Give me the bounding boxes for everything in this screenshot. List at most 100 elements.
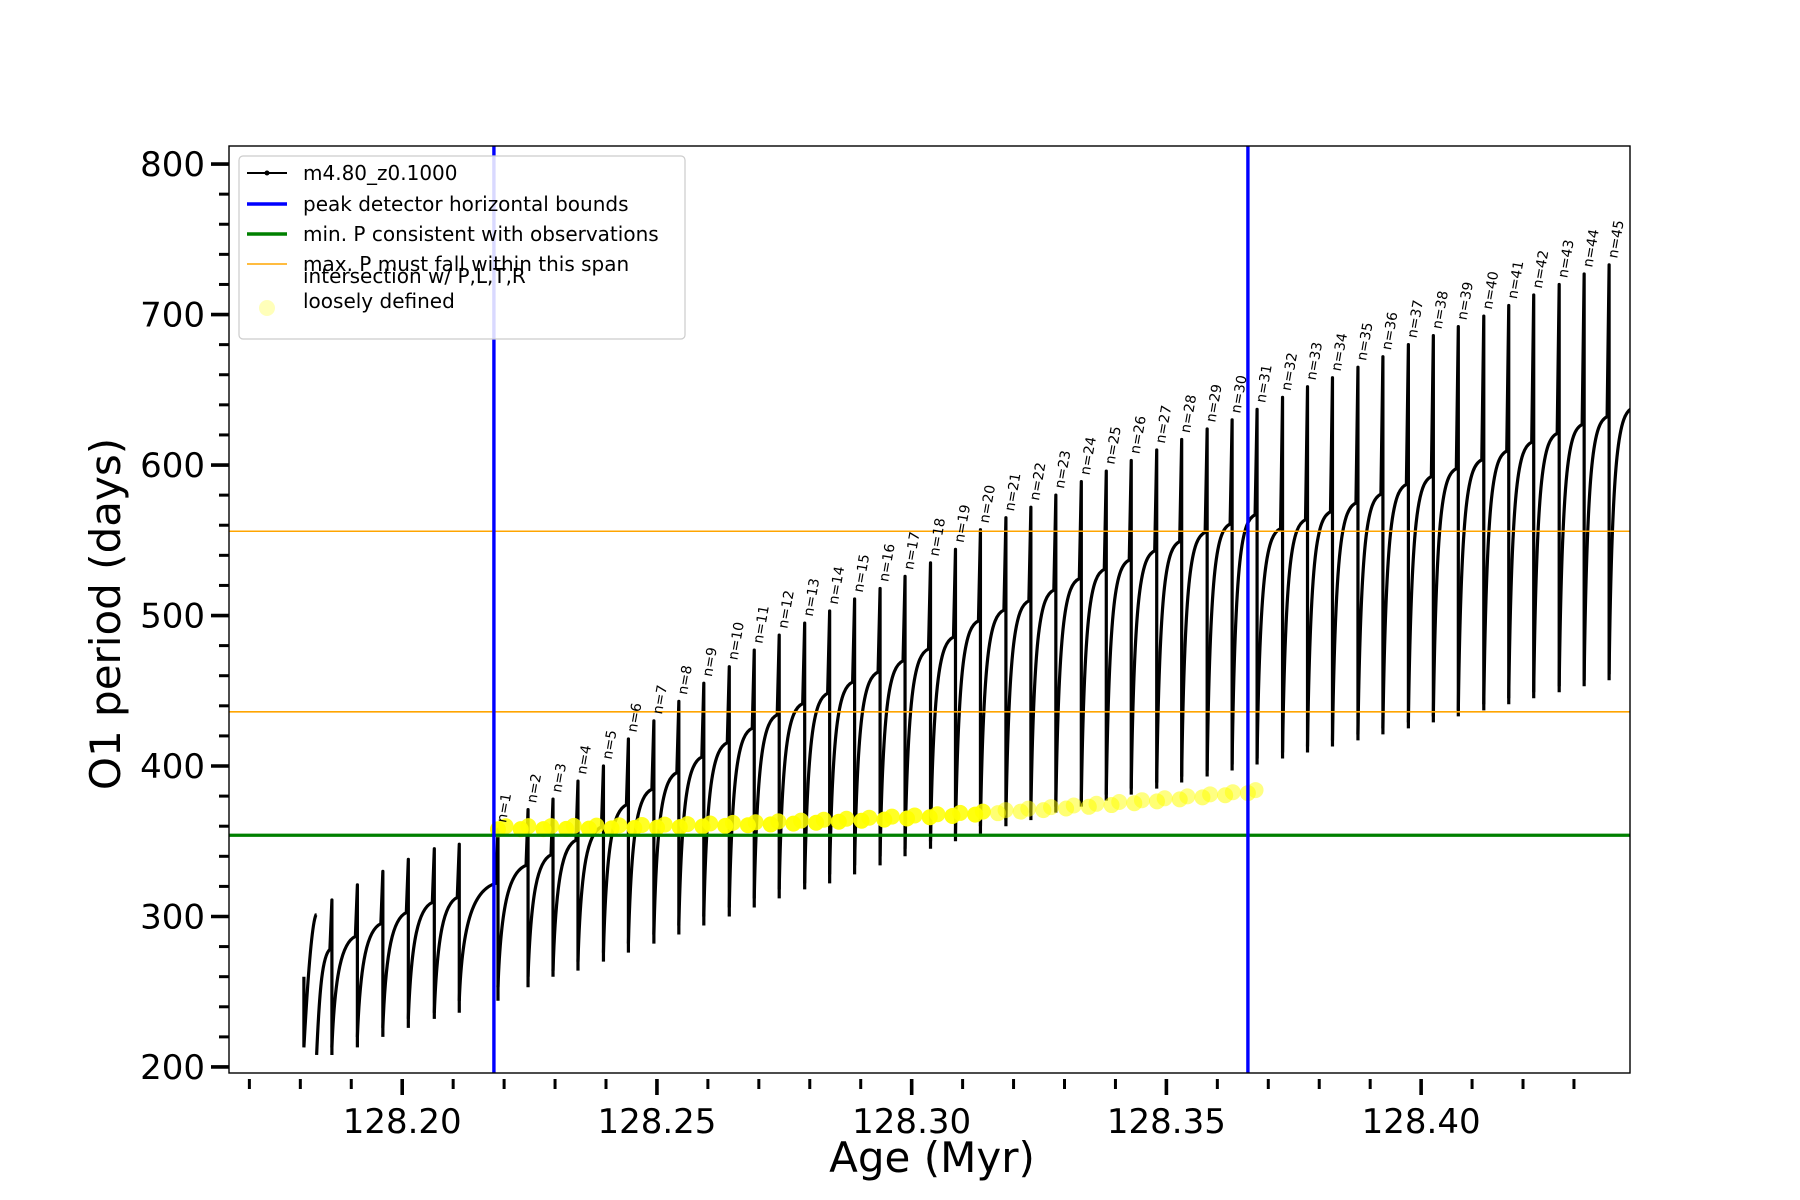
peak-annotation: n=17 — [901, 530, 923, 571]
intersection-marker — [1149, 793, 1166, 810]
y-tick-label: 700 — [140, 296, 205, 336]
y-tick-label: 300 — [140, 897, 205, 937]
intersection-marker — [1126, 795, 1143, 812]
peak-annotation: n=23 — [1052, 449, 1074, 490]
series-segment — [1155, 437, 1184, 783]
series-segment — [526, 797, 555, 977]
series-segment — [1582, 263, 1611, 681]
peak-annotation: n=45 — [1605, 219, 1627, 260]
peak-annotation: n=31 — [1253, 363, 1275, 404]
peak-annotation: n=7 — [650, 684, 671, 716]
intersection-marker — [815, 811, 832, 828]
series-segment — [457, 827, 500, 1001]
peak-annotation: n=8 — [675, 664, 696, 696]
intersection-marker — [543, 818, 560, 835]
series-segment — [1482, 303, 1511, 705]
intersection-marker — [1171, 791, 1188, 808]
intersection-marker — [906, 807, 923, 824]
intersection-marker — [702, 815, 719, 832]
intersection-marker — [1020, 800, 1037, 817]
peak-annotation: n=30 — [1228, 374, 1250, 415]
series-segment — [1104, 458, 1133, 795]
x-tick-label: 128.35 — [1107, 1102, 1226, 1142]
legend-label: peak detector horizontal bounds — [303, 192, 629, 216]
series-segment — [302, 913, 318, 1048]
series-segment — [702, 665, 731, 917]
series-segment — [853, 586, 882, 866]
series-segment — [903, 561, 933, 849]
series-segment — [626, 719, 656, 944]
y-tick-label: 600 — [140, 446, 205, 486]
y-tick-label: 800 — [140, 145, 205, 185]
intersection-marker — [1012, 803, 1029, 820]
peak-annotation: n=18 — [927, 517, 949, 558]
series-segment — [1381, 343, 1410, 729]
series-segment — [727, 648, 756, 908]
series-segment — [1532, 282, 1561, 693]
series-segment — [1029, 493, 1058, 813]
series-segment — [1456, 314, 1486, 711]
intersection-marker — [989, 805, 1006, 822]
axes: 200 300 400 500 600 700 800 128.20 128.25 128.30 1… — [140, 145, 1631, 1142]
series-segment — [1330, 365, 1360, 741]
peak-annotation: n=44 — [1580, 228, 1602, 269]
intersection-marker — [565, 817, 582, 834]
series-segment — [1280, 385, 1310, 753]
legend-swatch-marker — [264, 170, 270, 176]
intersection-marker — [656, 816, 673, 833]
intersection-marker — [1088, 795, 1105, 812]
peak-annotation: n=38 — [1430, 290, 1452, 331]
peak-annotation: n=12 — [775, 589, 797, 630]
intersection-marker — [611, 817, 628, 834]
intersection-marker — [633, 817, 650, 834]
series-segment — [1004, 505, 1033, 821]
legend-label: loosely defined — [303, 289, 455, 313]
x-tick-label: 128.30 — [852, 1102, 971, 1142]
x-tick-label: 128.40 — [1362, 1102, 1481, 1142]
peak-annotation: n=29 — [1203, 383, 1225, 424]
peak-annotation: n=21 — [1002, 472, 1024, 513]
series-segment — [496, 808, 530, 988]
series-segment — [1305, 376, 1335, 747]
x-tick-label: 128.20 — [343, 1102, 462, 1142]
intersection-marker — [1247, 782, 1264, 799]
peak-annotation: n=5 — [600, 729, 621, 761]
peak-annotation: n=41 — [1505, 260, 1527, 301]
series-segment — [355, 869, 385, 1037]
series-segment — [315, 898, 334, 1056]
series-segment — [406, 847, 436, 1019]
series-segment — [1507, 293, 1536, 699]
legend-box — [238, 155, 686, 340]
legend-swatch — [259, 300, 275, 316]
series-segment — [432, 842, 461, 1013]
series-segment — [1054, 479, 1083, 807]
y-tick-label: 500 — [140, 597, 205, 637]
intersection-marker — [974, 803, 991, 820]
peak-annotation: n=16 — [876, 542, 898, 583]
y-tick-label: 400 — [140, 747, 205, 787]
intersection-marker — [929, 806, 946, 823]
peak-annotation: n=3 — [549, 762, 570, 794]
peak-annotation: n=25 — [1102, 425, 1124, 466]
series-segment — [978, 516, 1008, 827]
intersection-marker — [861, 809, 878, 826]
legend-label: m4.80_z0.1000 — [303, 161, 458, 185]
peak-annotation: n=24 — [1077, 436, 1099, 477]
peak-annotation: n=10 — [725, 621, 747, 662]
intersection-marker — [1179, 788, 1196, 805]
intersection-marker — [1111, 794, 1128, 811]
peak-annotation: n=2 — [524, 772, 545, 804]
intersection-marker — [497, 818, 514, 835]
series-segment — [1356, 355, 1385, 735]
series-segment — [1230, 407, 1259, 765]
intersection-marker — [520, 818, 537, 835]
intersection-marker — [1133, 792, 1150, 809]
intersection-marker — [1080, 798, 1097, 815]
peak-annotation: n=32 — [1279, 351, 1301, 392]
intersection-marker — [1035, 802, 1052, 819]
peak-annotation: n=6 — [625, 702, 646, 734]
series-segment — [1431, 324, 1460, 717]
series-segment — [1607, 407, 1630, 675]
intersection-marker — [1217, 787, 1234, 804]
